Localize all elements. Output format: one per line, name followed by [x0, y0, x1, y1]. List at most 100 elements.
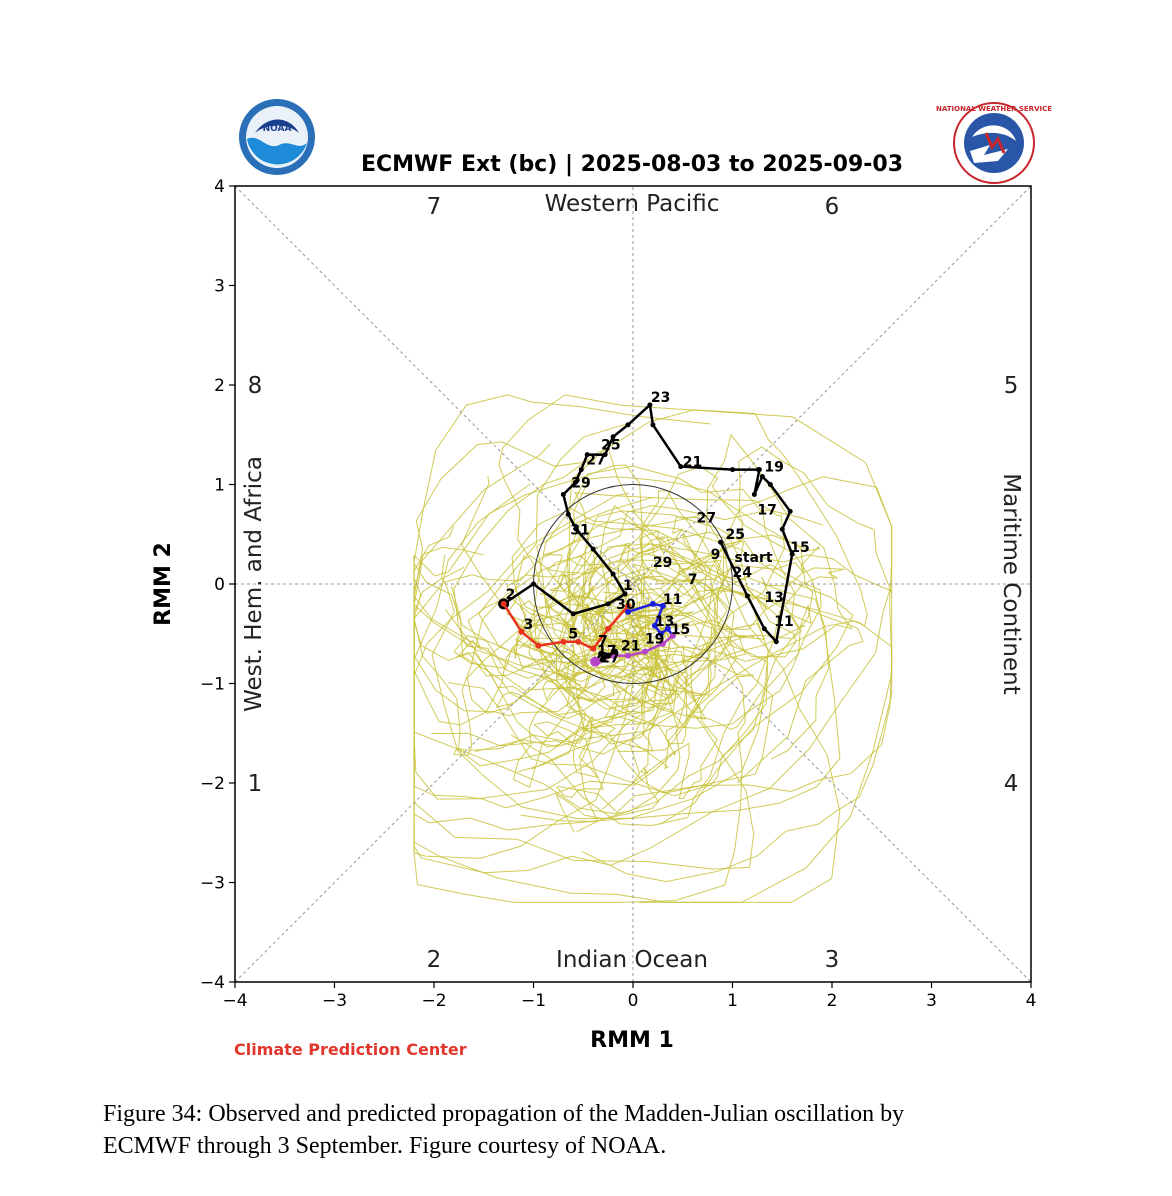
- caption-line-2: ECMWF through 3 September. Figure courte…: [103, 1133, 667, 1159]
- forecast-week3-point: [659, 640, 666, 647]
- observed-point: [744, 593, 750, 599]
- observed-point: [590, 546, 596, 552]
- observed-point: [718, 539, 724, 545]
- region-label-top: Western Pacific: [545, 191, 720, 217]
- y-axis-label: RMM 2: [151, 542, 176, 626]
- y-tick-label: 4: [214, 177, 225, 197]
- observed-point-label: 23: [651, 390, 670, 406]
- ensemble-member-line: [515, 594, 718, 810]
- observed-point-label: 24: [733, 565, 753, 581]
- caption-line-1: Figure 34: Observed and predicted propag…: [103, 1101, 905, 1127]
- forecast-week1-line: [502, 603, 629, 651]
- observed-point-label: 9: [711, 547, 721, 563]
- region-label-right: Maritime Continent: [998, 473, 1024, 695]
- observed-point: [572, 480, 578, 486]
- y-tick-label: 2: [214, 376, 225, 396]
- observed-point: [531, 581, 536, 587]
- ensemble-member-line: [413, 526, 649, 779]
- noaa-logo-text: NOAA: [263, 124, 292, 134]
- observed-point-label: 29: [571, 475, 590, 491]
- observed-point: [730, 467, 735, 473]
- forecast-week2-point: [664, 625, 671, 632]
- x-axis-label: RMM 1: [590, 1028, 674, 1053]
- observed-point: [560, 491, 566, 497]
- forecast-point-label: 13: [655, 614, 674, 630]
- grid-layer: [234, 185, 1032, 983]
- observed-point: [578, 467, 584, 473]
- observed-track-line: [502, 402, 794, 645]
- forecast-week4-point: [598, 650, 605, 657]
- ensemble-member-line: [413, 542, 668, 703]
- y-tick-label: −4: [200, 973, 225, 993]
- ensemble-member-line: [453, 504, 824, 756]
- forecast-week4-point: [612, 648, 619, 655]
- start-label: start: [734, 550, 772, 566]
- forecast-point-label: 19: [645, 632, 664, 648]
- chart-title: ECMWF Ext (bc) | 2025-08-03 to 2025-09-0…: [361, 152, 903, 177]
- observed-layer: [498, 402, 795, 645]
- forecast-week2-point: [649, 600, 656, 607]
- observed-point-label: 7: [688, 572, 698, 588]
- forecast-week2-point: [657, 630, 664, 637]
- forecast-week4-point: [605, 652, 612, 659]
- observed-point-label: 31: [570, 522, 589, 538]
- forecast-week2-point: [651, 622, 658, 629]
- forecast-week1-point: [590, 645, 597, 652]
- ensemble-member-line: [520, 466, 841, 822]
- observed-point-label: 29: [653, 555, 672, 571]
- forecast-point-label: 11: [663, 592, 682, 608]
- observed-point: [570, 611, 576, 617]
- ensemble-member-line: [580, 563, 735, 745]
- ensemble-member-line: [466, 531, 864, 784]
- observed-point-label: 13: [764, 590, 783, 606]
- ensemble-member-line: [511, 508, 854, 825]
- ensemble-layer: [413, 394, 893, 903]
- observed-point-label: 17: [757, 502, 776, 518]
- phase-label: 8: [248, 373, 263, 399]
- forecast-week1-point: [625, 602, 632, 609]
- ensemble-member-line: [528, 497, 669, 745]
- y-tick-label: 1: [214, 476, 225, 496]
- ensemble-member-line: [413, 441, 653, 859]
- x-tick-label: 0: [628, 991, 639, 1011]
- forecast-week1-point: [500, 600, 507, 607]
- observed-point-label: 2: [506, 587, 516, 603]
- observed-point: [605, 601, 611, 607]
- x-tick-label: −2: [421, 991, 446, 1011]
- forecast-week2-point: [625, 608, 632, 615]
- x-tick-label: 3: [926, 991, 937, 1011]
- forecast-week1-point: [518, 628, 525, 635]
- ensemble-member-line: [555, 510, 745, 770]
- ensemble-member-line: [474, 634, 755, 753]
- y-tick-label: 3: [214, 277, 225, 297]
- observed-point: [610, 571, 616, 577]
- region-label-left: West. Hem. and Africa: [241, 456, 267, 712]
- forecast-week3-point: [669, 632, 676, 639]
- ensemble-member-line: [413, 443, 822, 729]
- forecast-point-label: 7: [598, 634, 608, 650]
- forecast-week2-point: [659, 602, 666, 609]
- observed-point-label: 19: [764, 460, 783, 476]
- forecast-point-label: 27: [600, 651, 619, 667]
- observed-point: [622, 591, 628, 597]
- x-tick-label: 2: [827, 991, 838, 1011]
- figure-caption: Figure 34: Observed and predicted propag…: [103, 1098, 1103, 1162]
- observed-point: [650, 422, 656, 428]
- phase-label: 1: [248, 771, 263, 797]
- ensemble-member-line: [522, 613, 711, 711]
- ensemble-member-line: [413, 546, 662, 767]
- observed-point: [565, 511, 571, 517]
- y-tick-label: −2: [200, 774, 225, 794]
- forecast-week1-point: [560, 638, 567, 645]
- x-tick-label: −3: [322, 991, 347, 1011]
- ensemble-member-line: [461, 475, 674, 701]
- observed-point: [751, 491, 757, 497]
- forecast-point-label: 5: [568, 627, 578, 643]
- x-tick-label: 1: [727, 991, 738, 1011]
- ensemble-member-line: [549, 532, 731, 620]
- phase-label: 7: [427, 194, 442, 220]
- forecast-week1-point: [575, 638, 582, 645]
- observed-point: [678, 464, 684, 470]
